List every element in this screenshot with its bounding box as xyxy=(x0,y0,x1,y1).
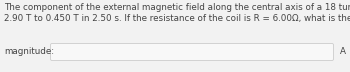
FancyBboxPatch shape xyxy=(50,43,334,60)
Text: 2.90 T to 0.450 T in 2.50 s. If the resistance of the coil is R = 6.00Ω, what is: 2.90 T to 0.450 T in 2.50 s. If the resi… xyxy=(4,14,350,23)
Text: A: A xyxy=(340,48,346,57)
Text: The component of the external magnetic field along the central axis of a 18 turn: The component of the external magnetic f… xyxy=(4,3,350,12)
Text: magnitude:: magnitude: xyxy=(4,48,54,57)
